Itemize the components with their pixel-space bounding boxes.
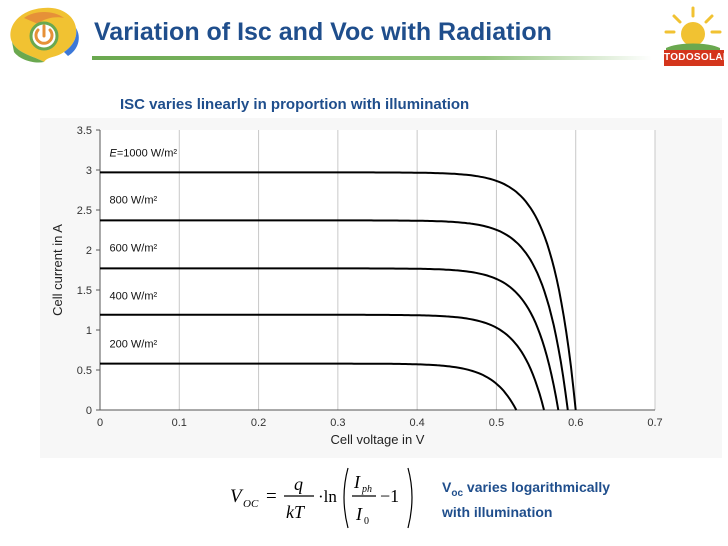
axes: 0 0.1 0.2 0.3 0.4 0.5 0.6 0.7 0 0.5 1 1.5 2 2.5 3 3.5 Ce… <box>50 125 663 447</box>
y-tick-label: 2 <box>86 245 92 257</box>
series-label-text: 600 W/m² <box>110 243 158 255</box>
iv-curve-5 <box>100 362 518 411</box>
iv-curve-4 <box>100 313 545 411</box>
formula-num: q <box>294 474 303 494</box>
formula-lhs-sub: OC <box>243 498 259 510</box>
voc-note: Voc varies logarithmically with illumina… <box>442 478 672 521</box>
series-label-text: 200 W/m² <box>110 339 158 351</box>
note-sub: oc <box>451 487 464 499</box>
series-label: 600 W/m² <box>110 243 158 255</box>
formula-equals: = <box>266 486 277 507</box>
note-line2: with illumination <box>442 503 553 520</box>
y-tick-label: 0.5 <box>77 365 92 377</box>
series-label: E=1000 W/m² <box>110 147 178 159</box>
x-tick-label: 0.7 <box>647 417 662 429</box>
x-tick-label: 0.4 <box>409 417 424 429</box>
series-label: 400 W/m² <box>110 291 158 303</box>
y-tick-label: 1.5 <box>77 285 92 297</box>
note-line1: varies logarithmically <box>463 479 611 495</box>
iv-curve-2 <box>100 219 569 411</box>
series-label: 800 W/m² <box>110 195 158 207</box>
brand-badge: TODOSOLAR <box>664 50 728 66</box>
formula-den: kT <box>286 502 306 522</box>
iv-chart: 0 0.1 0.2 0.3 0.4 0.5 0.6 0.7 0 0.5 1 1.5 2 2.5 3 3.5 Ce… <box>50 125 663 447</box>
y-axis-title: Cell current in A <box>50 224 65 316</box>
x-tick-label: 0.5 <box>489 417 504 429</box>
x-tick-label: 0.1 <box>172 417 187 429</box>
formula-i-den: I <box>355 504 363 524</box>
y-tick-label: 2.5 <box>77 205 92 217</box>
series-label-text: 800 W/m² <box>110 195 158 207</box>
y-tick-label: 1 <box>86 325 92 337</box>
chart-panel: 0 0.1 0.2 0.3 0.4 0.5 0.6 0.7 0 0.5 1 1.5 2 2.5 3 3.5 Ce… <box>40 118 722 458</box>
page-title: Variation of Isc and Voc with Radiation <box>94 18 552 46</box>
x-tick-label: 0.6 <box>568 417 583 429</box>
x-tick-label: 0 <box>97 417 103 429</box>
voc-formula: V OC = q kT ·ln I ph I 0 −1 <box>230 467 413 529</box>
title-divider <box>92 56 652 60</box>
x-tick-label: 0.3 <box>330 417 345 429</box>
y-tick-label: 3 <box>86 165 92 177</box>
note-v: V <box>442 479 452 495</box>
series-label-text: 400 W/m² <box>110 291 158 303</box>
y-tick-label: 3.5 <box>77 125 92 137</box>
formula-i-num-sub: ph <box>361 484 372 495</box>
series-label-prefix: E <box>110 147 118 159</box>
formula-ln: ·ln <box>318 487 337 506</box>
x-axis-title: Cell voltage in V <box>331 432 425 447</box>
chart-subtitle: ISC varies linearly in proportion with i… <box>120 96 470 113</box>
formula-i-den-sub: 0 <box>364 516 369 527</box>
formula-lhs: V <box>230 486 244 507</box>
curves <box>100 171 577 411</box>
formula-minus-one: −1 <box>380 486 399 506</box>
iv-curve-1 <box>100 171 577 411</box>
sun-logo-icon <box>664 6 722 50</box>
series-label: 200 W/m² <box>110 339 158 351</box>
organization-logo <box>10 7 79 63</box>
formula-i-num: I <box>353 472 361 492</box>
x-tick-label: 0.2 <box>251 417 266 429</box>
iv-curve-3 <box>100 267 560 411</box>
series-label-text: =1000 W/m² <box>117 147 178 159</box>
series-labels: E=1000 W/m² 800 W/m² 600 W/m² 400 W/m² 200 W… <box>110 147 178 350</box>
y-tick-label: 0 <box>86 405 92 417</box>
